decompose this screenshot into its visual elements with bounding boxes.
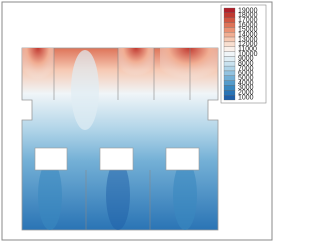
colorbar-swatch (223, 90, 236, 96)
colorbar-swatch (223, 80, 236, 86)
colorbar-swatch (223, 75, 236, 81)
colorbar-swatch (223, 65, 236, 72)
colorbar-label: 18000 (238, 12, 258, 19)
colorbar-label: 7000 (238, 65, 254, 72)
colorbar-label: 8000 (238, 61, 254, 68)
colorbar-label: 5000 (238, 75, 254, 82)
colorbar-label: 6000 (238, 70, 254, 77)
colorbar-label: 13000 (238, 36, 258, 43)
colorbar-label: 4000 (238, 80, 254, 87)
colorbar-swatch (223, 32, 236, 38)
colorbar-label: 14000 (238, 31, 258, 38)
colorbar-label: 11000 (238, 46, 257, 53)
colorbar-swatch (223, 56, 236, 62)
colorbar-swatch (223, 41, 236, 47)
colorbar-swatch (223, 51, 236, 57)
colorbar-label: 17000 (238, 17, 258, 24)
colorbar-swatch (223, 95, 236, 101)
colorbar-label: 15000 (238, 27, 258, 34)
field (21, 47, 219, 231)
colorbar-label: 2000 (238, 90, 254, 97)
colorbar-swatch (223, 36, 236, 43)
colorbar-swatch (223, 61, 236, 67)
colorbar-label: 1000 (238, 94, 254, 101)
colorbar-swatch (223, 12, 236, 18)
colorbar-swatch (223, 22, 236, 28)
colorbar-label: 16000 (238, 22, 258, 29)
colorbar-swatch (223, 7, 236, 13)
colorbar-label: 10000 (238, 51, 258, 58)
colorbar-label: 3000 (238, 85, 254, 92)
chart: 1900018000170001600015000140001300012000… (1, 1, 273, 241)
colorbar-swatch (223, 27, 236, 33)
colorbar-label: 9000 (238, 56, 254, 63)
colorbar-label: 19000 (238, 7, 258, 14)
colorbar-swatch (223, 46, 236, 52)
colorbar-swatch (223, 85, 236, 91)
colorbar-swatch (223, 70, 236, 76)
colorbar-swatch (223, 17, 236, 23)
colorbar-label: 12000 (238, 41, 258, 48)
